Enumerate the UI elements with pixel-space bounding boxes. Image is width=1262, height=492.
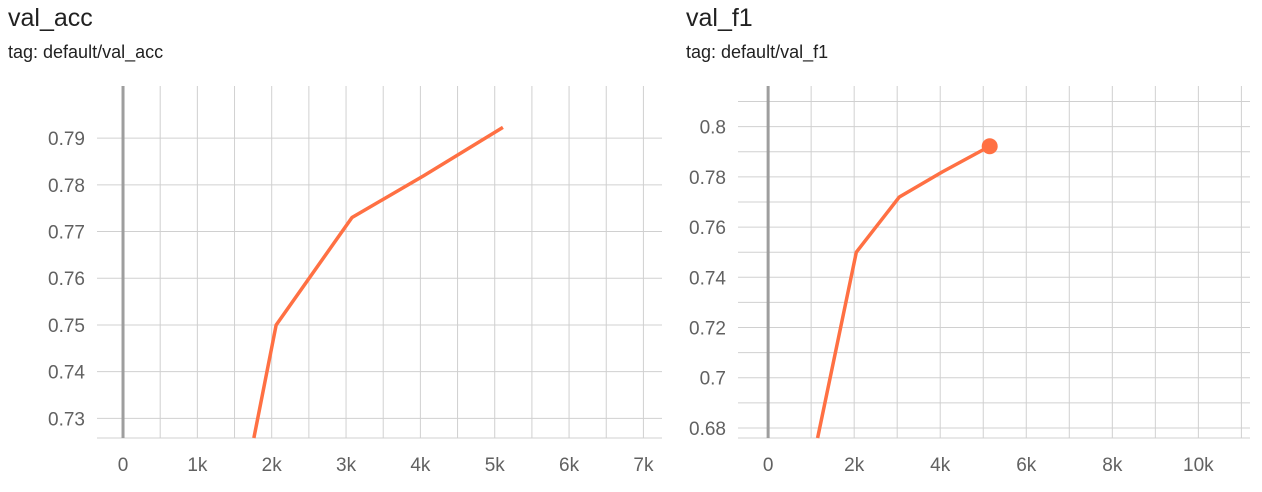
x-tick-label: 10k [1183,455,1214,476]
x-tick-label: 7k [633,455,654,476]
chart-title: val_acc [8,4,93,32]
y-tick-label: 0.73 [48,409,85,430]
x-tick-label: 0 [118,455,129,476]
chart-panel-val-acc: val_acc tag: default/val_acc 0 1k 2k 3k 4k 5k… [0,0,674,492]
x-tick-label: 5k [485,455,506,476]
grid [738,86,1250,439]
line-chart-val-acc[interactable]: 0 1k 2k 3k 4k 5k 6k 7k 0.73 0.74 0.75 0.76 0.77 0.78 0… [0,0,674,492]
chart-subtitle: tag: default/val_acc [8,42,164,62]
x-tick-label: 1k [187,455,208,476]
chart-title: val_f1 [686,4,753,32]
x-tick-label: 3k [336,455,357,476]
y-tick-label: 0.78 [48,176,85,197]
y-tick-label: 0.7 [700,369,726,390]
x-tick-label: 4k [930,455,951,476]
y-tick-label: 0.72 [689,319,726,340]
y-tick-label: 0.68 [689,419,726,440]
chart-panel-val-f1: val_f1 tag: default/val_f1 0 2k 4k 6k 8k 10k 0… [674,0,1262,492]
grid [97,86,662,439]
y-tick-label: 0.74 [689,268,726,289]
x-tick-label: 4k [410,455,431,476]
y-tick-label: 0.79 [48,129,85,150]
x-tick-label: 2k [844,455,865,476]
x-tick-label: 2k [262,455,283,476]
line-chart-val-f1[interactable]: 0 2k 4k 6k 8k 10k 0.68 0.7 0.72 0.74 0.76 0.78 0.8 [674,0,1262,492]
x-tick-label: 0 [763,455,774,476]
y-tick-label: 0.74 [48,363,85,384]
series-line[interactable] [815,144,991,439]
series-line[interactable] [252,125,504,439]
y-tick-label: 0.77 [48,223,85,244]
x-tick-label: 6k [1016,455,1037,476]
data-point-marker[interactable] [981,138,998,155]
y-tick-label: 0.76 [48,269,85,290]
y-tick-label: 0.75 [48,316,85,337]
y-tick-label: 0.76 [689,218,726,239]
y-tick-label: 0.8 [700,118,726,139]
y-tick-label: 0.78 [689,168,726,189]
chart-subtitle: tag: default/val_f1 [686,42,829,62]
x-tick-label: 6k [559,455,580,476]
x-tick-label: 8k [1102,455,1123,476]
